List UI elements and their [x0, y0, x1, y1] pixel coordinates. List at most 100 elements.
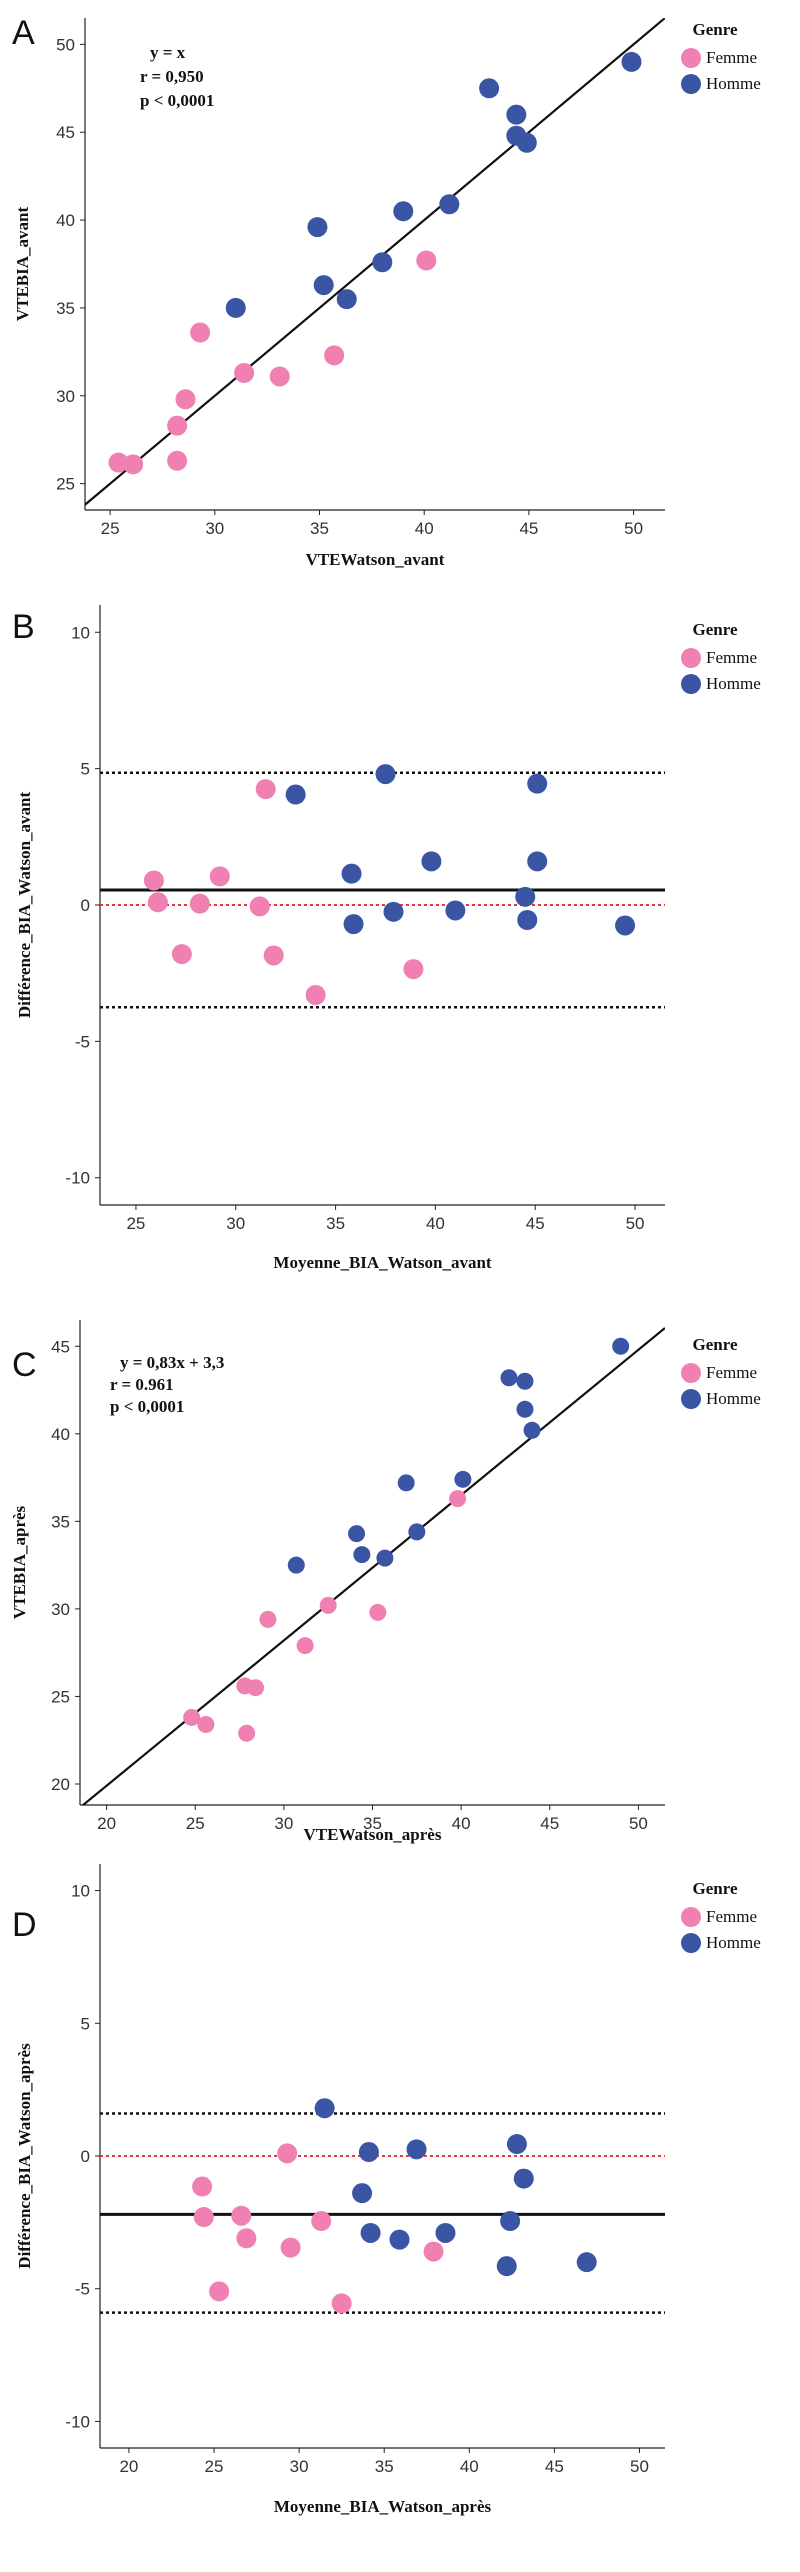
data-point-homme: [393, 201, 414, 222]
legend-marker-femme: [681, 648, 701, 668]
data-point-femme: [324, 345, 345, 366]
panel-label-a: A: [12, 14, 35, 52]
data-point-femme: [280, 2237, 301, 2258]
y-tick-label: 30: [56, 387, 75, 406]
chart-c: 20 25 30 35 40 45 50 20 25 30 35 40 45 VTEWatson_aprè…: [10, 1320, 761, 1844]
x-tick-label: 35: [326, 1214, 345, 1233]
x-tick-label: 45: [526, 1214, 545, 1233]
data-point-homme: [506, 2134, 527, 2155]
data-point-homme: [523, 1421, 541, 1439]
data-point-femme: [296, 1637, 314, 1655]
x-tick-label: 40: [415, 519, 434, 538]
data-point-femme: [416, 250, 437, 271]
data-point-femme: [167, 450, 188, 471]
data-point-homme: [621, 51, 642, 72]
y-tick-label: 10: [71, 623, 90, 642]
stat-annotation: p < 0,0001: [110, 1397, 184, 1416]
data-point-homme: [341, 863, 362, 884]
x-tick-label: 45: [540, 1814, 559, 1833]
x-tick-label: 25: [126, 1214, 145, 1233]
chart-b: 25 30 35 40 45 501050-5-10Moyenne_BIA_Watson_…: [15, 605, 761, 1272]
data-point-femme: [192, 2176, 213, 2197]
y-tick-label: 35: [56, 299, 75, 318]
y-tick-label: 0: [81, 2147, 90, 2166]
data-point-femme: [167, 415, 188, 436]
data-point-femme: [319, 1596, 337, 1614]
legend-label-homme: Homme: [706, 674, 761, 693]
data-point-femme: [269, 366, 290, 387]
chart-a: 25 30 35 40 45 50 25 30 35 40 45 50 VTEWatson_avant V…: [13, 18, 761, 569]
data-point-femme: [147, 892, 168, 913]
data-point-homme: [408, 1523, 426, 1541]
data-point-homme: [454, 1470, 472, 1488]
data-point-homme: [285, 784, 306, 805]
x-tick-label: 35: [310, 519, 329, 538]
y-tick-label: 40: [56, 211, 75, 230]
x-tick-label: 35: [363, 1814, 382, 1833]
y-tick-label: 35: [51, 1512, 70, 1531]
data-point-femme: [403, 959, 424, 980]
data-point-femme: [247, 1679, 264, 1697]
stat-annotation: r = 0,950: [140, 67, 204, 86]
data-point-homme: [516, 1372, 534, 1390]
legend-label-homme: Homme: [706, 1389, 761, 1408]
data-point-homme: [353, 1546, 371, 1564]
data-point-homme: [389, 2229, 410, 2250]
data-point-homme: [496, 2256, 517, 2277]
data-point-homme: [516, 1400, 534, 1418]
data-point-homme: [352, 2183, 373, 2204]
x-tick-label: 40: [426, 1214, 445, 1233]
data-point-homme: [479, 78, 500, 99]
panel-label-b: B: [12, 608, 35, 646]
data-point-homme: [343, 914, 364, 935]
x-tick-label: 25: [205, 2457, 224, 2476]
data-point-homme: [527, 773, 548, 794]
data-point-homme: [445, 900, 466, 921]
data-point-femme: [175, 389, 196, 410]
data-point-homme: [397, 1474, 415, 1492]
x-tick-label: 25: [186, 1814, 205, 1833]
data-point-femme: [123, 454, 144, 475]
legend-label-femme: Femme: [706, 48, 757, 67]
x-tick-label: 30: [205, 519, 224, 538]
legend-label-femme: Femme: [706, 1907, 757, 1926]
legend-marker-femme: [681, 48, 701, 68]
panel-b: B 25 30 35 40 45 50 10 5 0 -5 -10 Moyenne_BIA_Watso…: [0, 600, 800, 1300]
data-point-femme: [423, 2241, 444, 2262]
data-point-homme: [406, 2139, 427, 2160]
data-point-homme: [375, 764, 396, 785]
x-tick-label: 35: [375, 2457, 394, 2476]
data-point-femme: [190, 322, 211, 343]
panel-c: C 20 25 30 35 40 45 50 20 25 30 35 40 45 VTEWatson_ap…: [0, 1300, 800, 1860]
stat-annotation: r = 0.961: [110, 1375, 174, 1394]
data-point-homme: [516, 132, 537, 153]
x-axis-title: VTEWatson_après: [304, 1825, 442, 1844]
panel-label-d: D: [12, 1906, 37, 1944]
data-point-femme: [143, 870, 164, 891]
data-point-femme: [193, 2207, 214, 2228]
data-point-femme: [259, 1610, 277, 1628]
x-tick-label: 30: [290, 2457, 309, 2476]
data-point-homme: [376, 1549, 394, 1567]
data-point-homme: [372, 252, 393, 273]
data-point-femme: [263, 945, 284, 966]
legend-marker-homme: [681, 1389, 701, 1409]
legend-marker-femme: [681, 1907, 701, 1927]
panel-label-c: C: [12, 1346, 37, 1384]
data-point-femme: [197, 1715, 215, 1733]
data-point-femme: [369, 1603, 387, 1621]
x-axis-title: VTEWatson_avant: [306, 550, 445, 569]
data-point-femme: [255, 779, 276, 800]
data-point-homme: [383, 901, 404, 922]
data-point-homme: [435, 2222, 456, 2243]
data-point-femme: [311, 2211, 332, 2232]
y-axis-title: VTEBIA_après: [10, 1505, 29, 1619]
x-tick-label: 50: [624, 519, 643, 538]
data-point-homme: [439, 194, 460, 215]
x-tick-label: 20: [119, 2457, 138, 2476]
x-tick-label: 20: [97, 1814, 116, 1833]
y-axis-title: Différence_BIA_Watson_après: [15, 2043, 34, 2269]
data-point-homme: [313, 275, 334, 296]
x-tick-label: 40: [460, 2457, 479, 2476]
y-tick-label: 10: [71, 1882, 90, 1901]
